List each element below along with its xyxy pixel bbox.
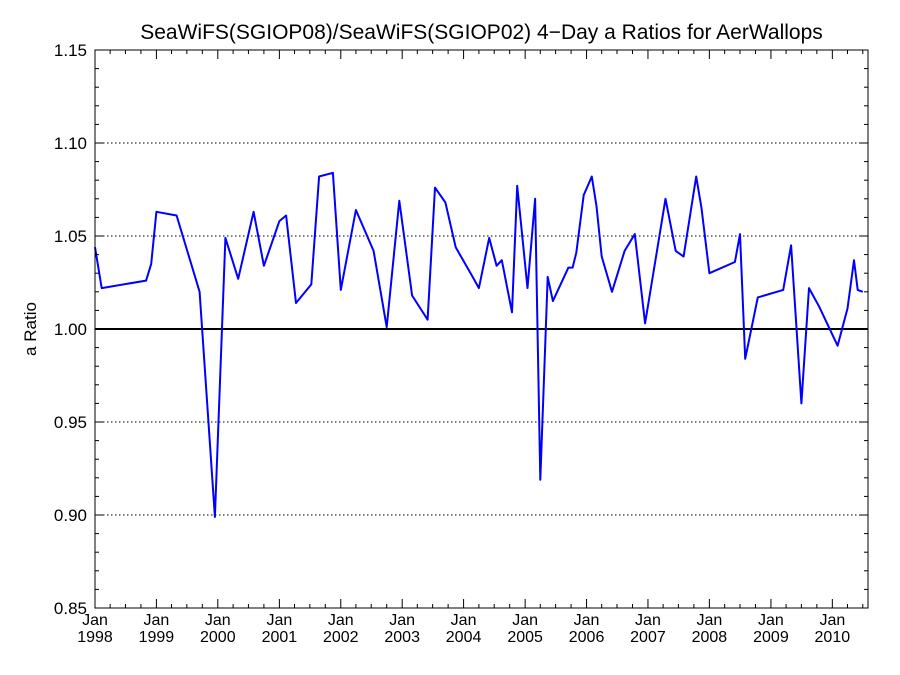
y-tick-label: 0.95 (54, 413, 87, 432)
x-tick-label-year: 2006 (569, 629, 605, 646)
y-tick-label: 1.05 (54, 227, 87, 246)
x-tick-label-year: 2004 (446, 629, 482, 646)
x-tick-label-month: Jan (144, 612, 170, 629)
y-tick-labels: 0.85 0.90 0.95 1.00 1.05 1.10 1.15 (54, 41, 87, 618)
y-tick-label: 1.00 (54, 320, 87, 339)
x-tick-label-month: Jan (574, 612, 600, 629)
chart-title: SeaWiFS(SGIOP08)/SeaWiFS(SGIOP02) 4−Day … (140, 21, 823, 44)
series-line (94, 171, 864, 518)
axis-ticks (94, 49, 868, 609)
x-tick-label-month: Jan (512, 612, 538, 629)
y-tick-label: 0.85 (54, 599, 87, 618)
x-tick-label-year: 2005 (507, 629, 543, 646)
x-tick-label-month: Jan (758, 612, 784, 629)
y-tick-label: 0.90 (54, 506, 87, 525)
x-tick-label-month: Jan (696, 612, 722, 629)
x-tick-label-year: 2003 (384, 629, 420, 646)
x-tick-label-month: Jan (82, 612, 108, 629)
x-tick-label-month: Jan (819, 612, 845, 629)
y-tick-label: 1.15 (54, 41, 87, 60)
x-tick-label-month: Jan (328, 612, 354, 629)
x-tick-label-month: Jan (266, 612, 292, 629)
y-axis-label: a Ratio (21, 302, 40, 356)
series-layer (94, 171, 864, 518)
x-tick-label-year: 2000 (200, 629, 236, 646)
x-tick-label-month: Jan (635, 612, 661, 629)
x-tick-label-month: Jan (389, 612, 415, 629)
x-tick-label-year: 2009 (753, 629, 789, 646)
x-tick-label-year: 2007 (630, 629, 666, 646)
x-tick-label-year: 1998 (77, 629, 113, 646)
x-tick-label-year: 1999 (139, 629, 175, 646)
x-tick-label-month: Jan (451, 612, 477, 629)
x-tick-labels: Jan1998Jan1999Jan2000Jan2001Jan2002Jan20… (77, 612, 850, 646)
x-tick-label-year: 2010 (815, 629, 851, 646)
x-tick-label-month: Jan (205, 612, 231, 629)
x-tick-label-year: 2008 (692, 629, 728, 646)
x-tick-label-year: 2001 (262, 629, 298, 646)
x-tick-label-year: 2002 (323, 629, 359, 646)
y-tick-label: 1.10 (54, 134, 87, 153)
